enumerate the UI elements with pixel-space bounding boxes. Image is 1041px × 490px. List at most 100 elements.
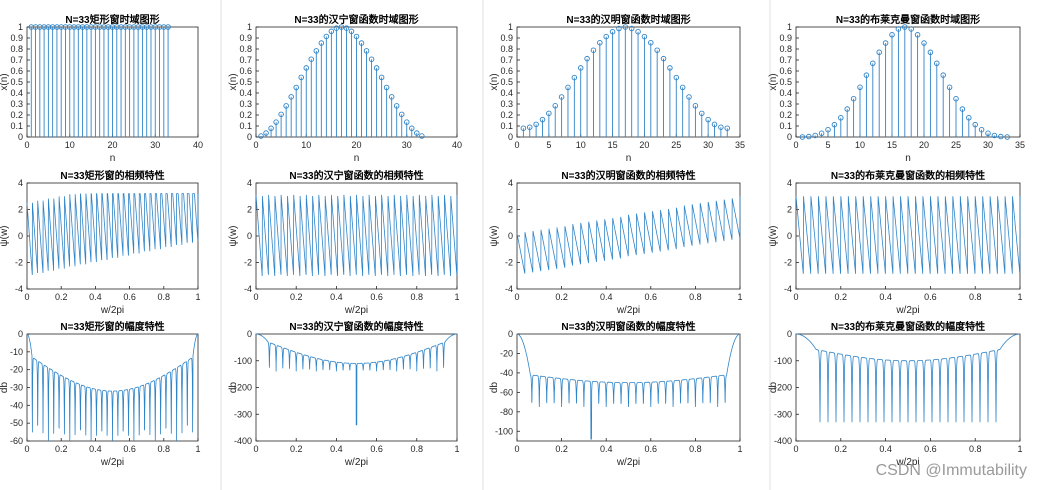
y-tick-label: 0.5 (779, 77, 792, 87)
chart-title: N=33矩形窗时域图形 (65, 13, 159, 26)
x-axis-label: n (905, 153, 911, 164)
magnitude-series-line (26, 333, 199, 442)
y-axis-label: x(n) (228, 73, 239, 90)
x-tick-label: 0.6 (924, 292, 937, 302)
y-tick-label: -80 (500, 407, 513, 417)
y-tick-label: 0.3 (10, 99, 23, 109)
subplot-r2-c4: 0 0.2 0.4 0.6 0.8 1 -4 -2 0 2 4 N=33的布莱克曼窗函数的相频特性 w/… (768, 169, 1023, 316)
y-tick-label: 0.9 (500, 33, 513, 43)
stem-marker (946, 84, 953, 91)
stem-marker (278, 111, 284, 118)
y-tick-label: -40 (10, 400, 23, 410)
y-tick-label: -400 (774, 436, 792, 446)
stem-marker (940, 72, 946, 78)
x-tick-label: 0.6 (924, 444, 937, 454)
y-tick-label: 0.1 (10, 121, 23, 131)
x-tick-label: 10 (301, 140, 311, 150)
y-tick-label: 2 (247, 205, 252, 215)
stem-marker (648, 39, 654, 46)
stem-marker (692, 103, 699, 109)
x-tick-label: 1 (195, 292, 200, 302)
plot-area (795, 26, 1021, 138)
phase-series-line (255, 194, 458, 277)
y-tick-label: 4 (508, 178, 513, 188)
chart-title: N=33的汉宁窗函数的幅度特性 (289, 320, 423, 333)
chart-title: N=33的布莱克曼窗函数的幅度特性 (831, 320, 985, 333)
y-axis-label: db (768, 382, 779, 394)
y-axis-label: ψ(w) (228, 225, 239, 246)
y-tick-label: 0.7 (239, 55, 252, 65)
stem-marker (902, 24, 908, 30)
y-axis-label: db (228, 382, 239, 394)
stem-marker (609, 28, 616, 35)
stem-marker (705, 116, 711, 123)
y-tick-label: -2 (784, 258, 792, 268)
y-tick-label: 0.1 (239, 121, 252, 131)
stem-marker (539, 116, 546, 123)
y-tick-label: -60 (10, 436, 23, 446)
stem-marker (533, 121, 539, 128)
y-tick-label: 0 (247, 132, 252, 142)
x-tick-label: 1 (737, 292, 742, 302)
stem-marker (328, 28, 335, 35)
stem-marker (972, 121, 978, 128)
x-tick-label: 0.2 (555, 444, 568, 454)
stem-marker (419, 133, 425, 139)
stem-marker (398, 111, 405, 118)
y-tick-label: -200 (234, 383, 252, 393)
stem-marker (622, 24, 629, 30)
y-tick-label: 0.8 (10, 44, 23, 54)
x-axis-label: w/2pi (616, 305, 640, 316)
chart-title: N=33的汉宁窗函数时域图形 (294, 13, 418, 26)
subplot-r2-c1: 0 0.2 0.4 0.6 0.8 1 -4 -2 0 2 4 N=33矩形窗的相频特性 w/2pi ψ(… (0, 169, 201, 316)
y-tick-label: 0.6 (239, 66, 252, 76)
magnitude-series-line (256, 333, 457, 426)
y-tick-label: 0 (247, 231, 252, 241)
x-tick-label: 1 (737, 444, 742, 454)
y-tick-label: 0.7 (779, 55, 792, 65)
stem-marker (363, 48, 370, 54)
plot-area (516, 333, 741, 442)
x-tick-label: 0 (514, 292, 519, 302)
y-tick-label: 2 (508, 205, 513, 215)
x-tick-label: 20 (639, 140, 649, 150)
stem-marker (268, 125, 274, 132)
x-tick-label: 0.2 (55, 292, 68, 302)
subplot-r1-c4: 0 5 10 15 20 25 30 35 00.10.20.30.40.50.60.70.80… (768, 13, 1025, 164)
stem-marker (603, 33, 609, 40)
x-tick-label: 0.8 (158, 292, 171, 302)
y-tick-label: 0 (18, 231, 23, 241)
y-tick-label: 2 (18, 205, 23, 215)
y-tick-label: -4 (784, 284, 792, 294)
x-tick-label: 0.2 (835, 444, 848, 454)
stem-marker (934, 60, 940, 67)
stem-marker (998, 133, 1004, 140)
stem-marker (850, 95, 857, 102)
y-tick-label: -2 (505, 258, 513, 268)
y-tick-label: 1 (18, 22, 23, 32)
y-tick-label: 0.6 (779, 66, 792, 76)
y-tick-label: 0 (247, 329, 252, 339)
x-tick-label: 20 (351, 140, 361, 150)
x-tick-label: 0.4 (330, 292, 343, 302)
stem-marker (882, 40, 889, 46)
x-tick-label: 0.6 (645, 444, 658, 454)
x-tick-label: 0.4 (600, 444, 613, 454)
y-tick-label: 0.2 (500, 110, 513, 120)
stem-marker (584, 55, 590, 62)
y-tick-label: -100 (495, 426, 513, 436)
stem-marker (571, 74, 578, 81)
stem-marker (724, 125, 731, 131)
x-tick-label: 1 (454, 292, 459, 302)
stem-marker (895, 26, 902, 32)
stem-marker (616, 25, 622, 32)
y-tick-label: -2 (15, 258, 23, 268)
x-axis-label: w/2pi (344, 457, 368, 468)
stem-marker (283, 103, 289, 109)
y-axis-label: ψ(w) (489, 225, 500, 246)
x-tick-label: 0.6 (645, 292, 658, 302)
stem-marker (343, 25, 350, 31)
stem-marker (404, 119, 410, 125)
stem-marker (831, 121, 838, 128)
